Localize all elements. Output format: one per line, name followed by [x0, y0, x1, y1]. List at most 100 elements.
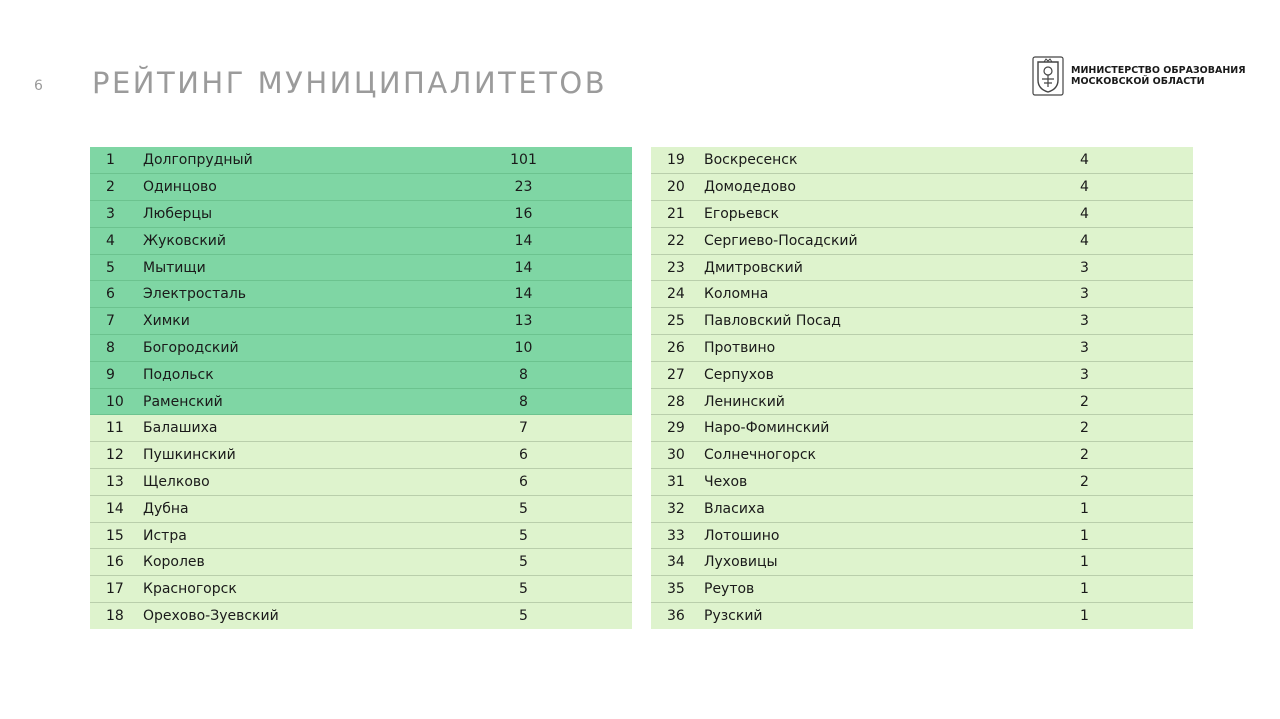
rank-cell: 9	[90, 361, 143, 389]
rank-cell: 29	[651, 414, 704, 443]
table-row: 32 Власиха 1	[651, 495, 1193, 523]
score-cell: 8	[463, 361, 584, 389]
rank-cell: 26	[651, 334, 704, 362]
rank-cell: 20	[651, 173, 704, 202]
score-cell: 5	[463, 522, 584, 550]
table-row: 20 Домодедово 4	[651, 173, 1193, 202]
score-cell: 1	[1024, 495, 1145, 523]
score-cell: 23	[463, 173, 584, 202]
table-row: 34 Луховицы 1	[651, 548, 1193, 577]
score-cell: 1	[1024, 522, 1145, 550]
row-spacer	[584, 414, 632, 443]
ministry-name-line2: МОСКОВСКОЙ ОБЛАСТИ	[1071, 76, 1205, 87]
row-spacer	[1145, 334, 1193, 362]
row-spacer	[1145, 522, 1193, 550]
score-cell: 1	[1024, 602, 1145, 630]
row-spacer	[584, 334, 632, 362]
score-cell: 101	[463, 147, 584, 175]
score-cell: 4	[1024, 227, 1145, 255]
page-title: РЕЙТИНГ МУНИЦИПАЛИТЕТОВ	[92, 66, 608, 100]
rank-cell: 18	[90, 602, 143, 630]
score-cell: 5	[463, 495, 584, 523]
rank-cell: 32	[651, 495, 704, 523]
rank-cell: 12	[90, 441, 143, 470]
municipality-name-cell: Воскресенск	[704, 147, 1024, 175]
score-cell: 7	[463, 414, 584, 443]
municipality-name-cell: Щелково	[143, 468, 463, 496]
row-spacer	[584, 200, 632, 228]
table-row: 3 Люберцы 16	[90, 200, 632, 228]
table-row: 6 Электросталь 14	[90, 280, 632, 309]
rank-cell: 1	[90, 147, 143, 175]
score-cell: 3	[1024, 280, 1145, 309]
row-spacer	[584, 147, 632, 175]
row-spacer	[584, 575, 632, 604]
row-spacer	[1145, 388, 1193, 416]
municipality-name-cell: Люберцы	[143, 200, 463, 228]
row-spacer	[584, 388, 632, 416]
row-spacer	[1145, 441, 1193, 470]
row-spacer	[1145, 602, 1193, 630]
municipality-name-cell: Чехов	[704, 468, 1024, 496]
table-row: 18 Орехово-Зуевский 5	[90, 602, 632, 630]
ministry-logo: МИНИСТЕРСТВО ОБРАЗОВАНИЯ МОСКОВСКОЙ ОБЛА…	[1032, 56, 1246, 96]
rating-table-left: 1 Долгопрудный 101 2 Одинцово 23 3 Люберцы 16 4 Жу…	[90, 147, 632, 630]
municipality-name-cell: Истра	[143, 522, 463, 550]
table-row: 25 Павловский Посад 3	[651, 307, 1193, 336]
score-cell: 3	[1024, 361, 1145, 389]
municipality-name-cell: Раменский	[143, 388, 463, 416]
score-cell: 4	[1024, 147, 1145, 175]
row-spacer	[1145, 468, 1193, 496]
table-row: 7 Химки 13	[90, 307, 632, 336]
score-cell: 3	[1024, 254, 1145, 282]
municipality-name-cell: Коломна	[704, 280, 1024, 309]
rank-cell: 30	[651, 441, 704, 470]
rank-cell: 34	[651, 548, 704, 577]
table-row: 8 Богородский 10	[90, 334, 632, 362]
rank-cell: 31	[651, 468, 704, 496]
row-spacer	[1145, 361, 1193, 389]
row-spacer	[584, 495, 632, 523]
row-spacer	[1145, 227, 1193, 255]
table-row: 28 Ленинский 2	[651, 388, 1193, 416]
rank-cell: 7	[90, 307, 143, 336]
score-cell: 2	[1024, 468, 1145, 496]
table-row: 11 Балашиха 7	[90, 414, 632, 443]
row-spacer	[584, 602, 632, 630]
municipality-name-cell: Протвино	[704, 334, 1024, 362]
municipality-name-cell: Власиха	[704, 495, 1024, 523]
row-spacer	[1145, 280, 1193, 309]
rank-cell: 27	[651, 361, 704, 389]
score-cell: 1	[1024, 548, 1145, 577]
score-cell: 14	[463, 280, 584, 309]
ministry-name-line1: МИНИСТЕРСТВО ОБРАЗОВАНИЯ	[1071, 65, 1246, 76]
table-row: 23 Дмитровский 3	[651, 254, 1193, 282]
municipality-name-cell: Ленинский	[704, 388, 1024, 416]
municipality-name-cell: Серпухов	[704, 361, 1024, 389]
row-spacer	[1145, 548, 1193, 577]
rank-cell: 33	[651, 522, 704, 550]
table-row: 14 Дубна 5	[90, 495, 632, 523]
rank-cell: 8	[90, 334, 143, 362]
rank-cell: 36	[651, 602, 704, 630]
score-cell: 5	[463, 548, 584, 577]
row-spacer	[584, 280, 632, 309]
score-cell: 5	[463, 602, 584, 630]
rank-cell: 25	[651, 307, 704, 336]
table-row: 2 Одинцово 23	[90, 173, 632, 202]
score-cell: 6	[463, 468, 584, 496]
score-cell: 4	[1024, 173, 1145, 202]
row-spacer	[584, 361, 632, 389]
municipality-name-cell: Наро-Фоминский	[704, 414, 1024, 443]
row-spacer	[584, 468, 632, 496]
municipality-name-cell: Сергиево-Посадский	[704, 227, 1024, 255]
rank-cell: 4	[90, 227, 143, 255]
table-row: 31 Чехов 2	[651, 468, 1193, 496]
score-cell: 4	[1024, 200, 1145, 228]
rating-table-right: 19 Воскресенск 4 20 Домодедово 4 21 Егорьевск 4 2…	[651, 147, 1193, 630]
table-row: 30 Солнечногорск 2	[651, 441, 1193, 470]
row-spacer	[1145, 147, 1193, 175]
table-row: 29 Наро-Фоминский 2	[651, 414, 1193, 443]
rank-cell: 16	[90, 548, 143, 577]
table-row: 19 Воскресенск 4	[651, 147, 1193, 175]
